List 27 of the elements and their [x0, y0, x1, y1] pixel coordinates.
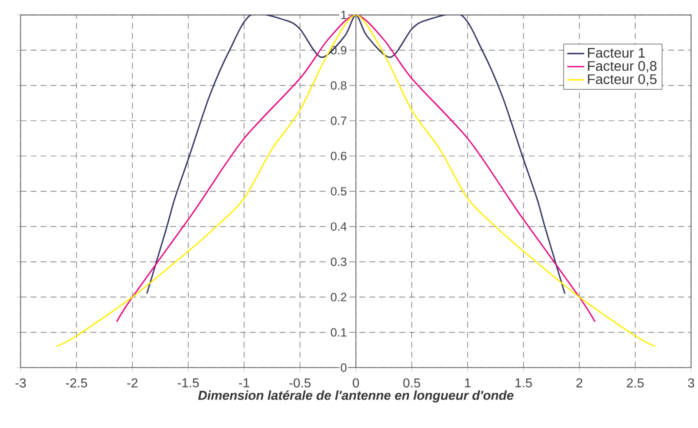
- x-tick-label: 1.5: [516, 378, 532, 388]
- x-axis-title: Dimension latérale de l'antenne en longueur d'onde: [198, 390, 514, 402]
- y-tick-label: 0.7: [330, 116, 346, 125]
- y-tick-label: 1: [341, 10, 346, 19]
- y-tick-label: 0.1: [330, 328, 346, 336]
- x-tick-label: 0: [352, 378, 359, 388]
- x-tick-label: -2.5: [66, 378, 88, 388]
- x-tick-label: -1.5: [178, 378, 199, 388]
- x-tick-label: -0.5: [289, 378, 311, 388]
- x-tick-label: 3: [688, 378, 694, 388]
- x-tick-label: -1: [238, 378, 250, 388]
- legend-label: Facteur 0,8: [588, 60, 657, 72]
- legend-label: Facteur 0,5: [588, 74, 657, 86]
- x-tick-label: 2: [576, 378, 582, 388]
- y-tick-label: 0.2: [330, 292, 346, 302]
- y-tick-label: 0.6: [330, 152, 346, 160]
- y-tick-label: 0.5: [330, 186, 346, 196]
- x-tick-label: 0.5: [403, 378, 420, 388]
- x-tick-label: 1: [465, 378, 471, 388]
- x-tick-label: 2.5: [626, 378, 644, 388]
- x-tick-label: -2: [127, 378, 138, 388]
- x-tick-label: -3: [15, 378, 26, 388]
- y-tick-label: 0: [340, 363, 346, 372]
- y-tick-label: 0.3: [330, 257, 346, 266]
- legend-label: Facteur 1: [588, 48, 645, 58]
- y-tick-label: 0.8: [330, 81, 346, 90]
- y-tick-label: 0.4: [330, 222, 347, 231]
